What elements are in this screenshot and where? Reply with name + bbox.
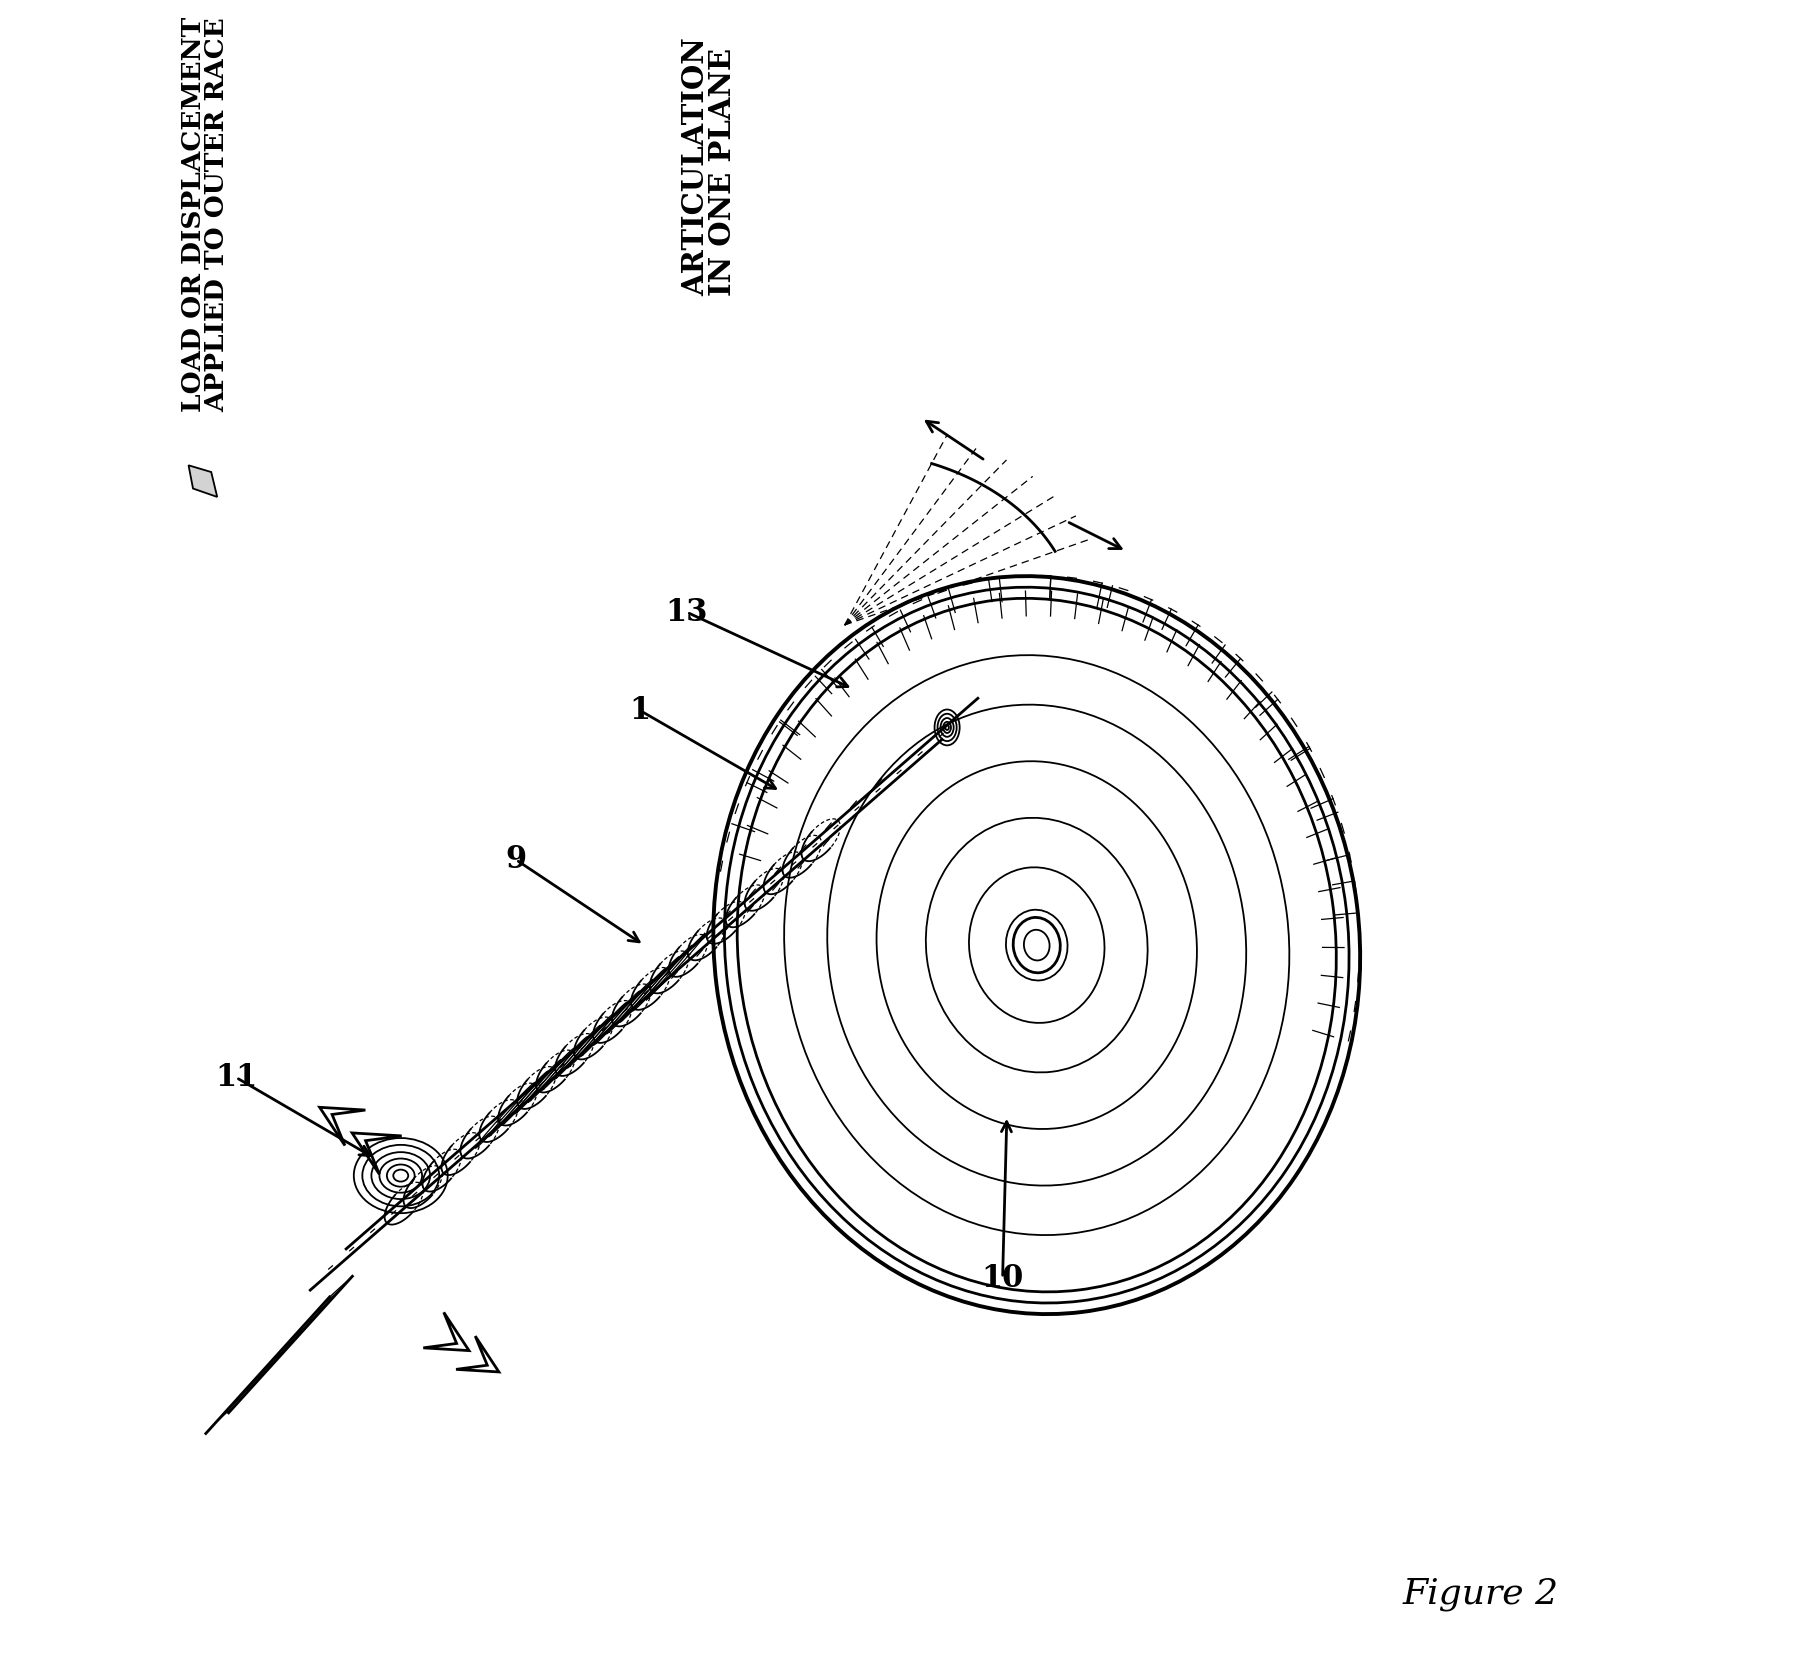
Polygon shape — [319, 1107, 366, 1146]
Text: ARTICULATION: ARTICULATION — [681, 37, 710, 296]
Polygon shape — [351, 1132, 402, 1174]
Polygon shape — [423, 1313, 469, 1350]
Text: IN ONE PLANE: IN ONE PLANE — [708, 49, 737, 296]
Ellipse shape — [1013, 918, 1060, 973]
Text: 11: 11 — [214, 1062, 258, 1092]
Text: 13: 13 — [665, 596, 708, 628]
Text: 1: 1 — [629, 695, 651, 725]
Polygon shape — [456, 1337, 499, 1372]
Text: 10: 10 — [982, 1263, 1024, 1293]
Text: LOAD OR DISPLACEMENT: LOAD OR DISPLACEMENT — [180, 17, 205, 412]
Text: APPLIED TO OUTER RACE: APPLIED TO OUTER RACE — [205, 17, 229, 412]
Text: 9: 9 — [505, 844, 526, 876]
Text: Figure 2: Figure 2 — [1402, 1576, 1559, 1611]
Polygon shape — [189, 466, 218, 497]
